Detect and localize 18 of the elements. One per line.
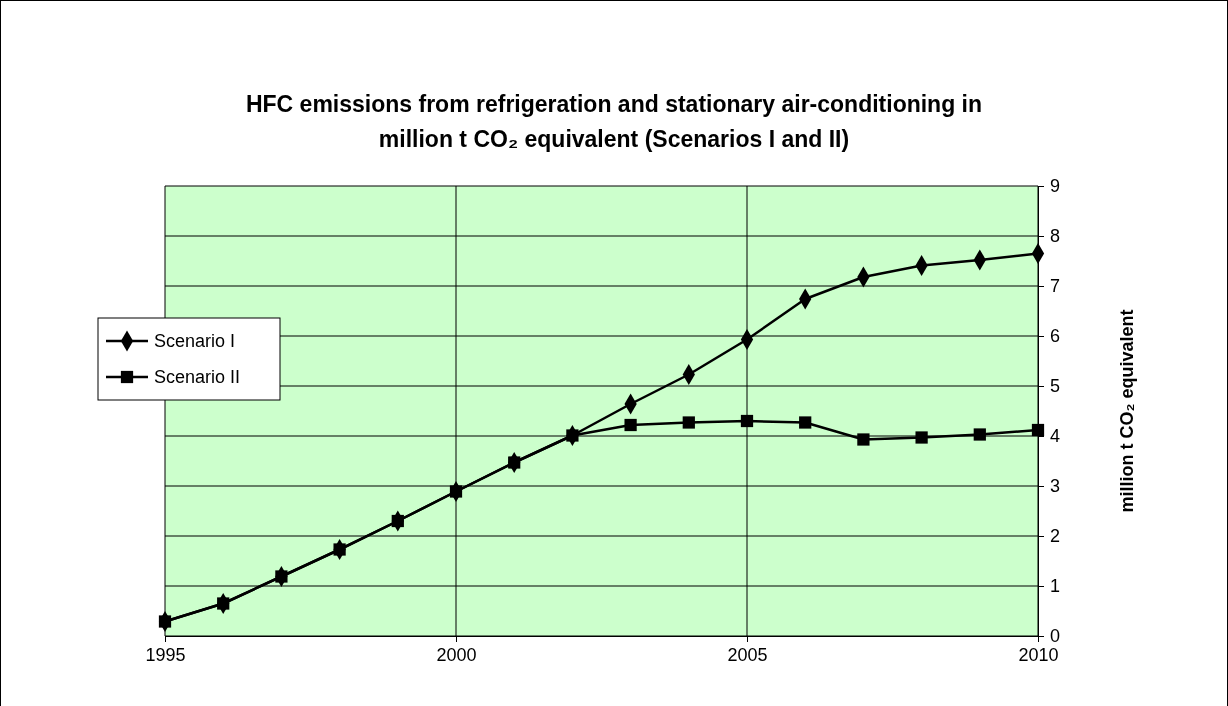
y-tick-label: 3 <box>1050 476 1061 497</box>
x-tick-label: 2000 <box>436 644 477 665</box>
y-tick-label: 6 <box>1050 326 1061 347</box>
y-tick-label: 7 <box>1050 276 1061 297</box>
y-tick-label: 8 <box>1050 226 1061 247</box>
legend-label: Scenario II <box>154 367 241 387</box>
y-tick-label: 1 <box>1050 576 1061 597</box>
chart-title: HFC emissions from refrigeration and stationary air-conditioning in million t CO₂ equivalent (Scenarios I and II) <box>245 91 983 152</box>
y-tick-label: 0 <box>1050 626 1061 647</box>
x-tick-label: 1995 <box>145 644 186 665</box>
y-tick-label: 9 <box>1050 176 1061 197</box>
x-tick-label: 2005 <box>727 644 768 665</box>
legend-label: Scenario I <box>154 331 236 351</box>
y-tick-label: 5 <box>1050 376 1061 397</box>
y-tick-label: 4 <box>1050 426 1061 447</box>
y-axis-title: million t CO₂ equivalent <box>1117 309 1137 513</box>
y-tick-label: 2 <box>1050 526 1061 547</box>
x-tick-label: 2010 <box>1018 644 1059 665</box>
